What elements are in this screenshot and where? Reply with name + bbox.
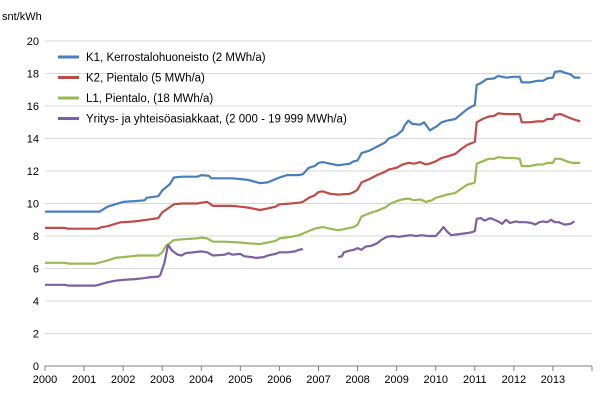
x-tick-labels: 2000 2001 2002 2003 2004 2005 2006 2007 2008 2009… [33, 374, 565, 386]
y-tick-label: 18 [27, 69, 39, 81]
x-tick-label: 2005 [228, 374, 252, 386]
x-tick-label: 2006 [267, 374, 291, 386]
x-tick-label: 2011 [463, 374, 487, 386]
y-tick-label: 12 [27, 166, 39, 178]
y-tick-label: 4 [33, 296, 39, 308]
x-tick-label: 2001 [72, 374, 96, 386]
series-line-4 [45, 243, 304, 287]
y-axis-label: snt/kWh [2, 11, 42, 23]
y-tick-label: 8 [33, 231, 39, 243]
x-tick-label: 2009 [384, 374, 408, 386]
x-tick-label: 2002 [111, 374, 135, 386]
legend-entry: K2, Pientalo (5 MWh/a) [86, 73, 205, 85]
y-tick-label: 6 [33, 264, 39, 276]
x-tick-label: 2004 [189, 374, 213, 386]
legend-entry: L1, Pientalo, (18 MWh/a) [86, 93, 213, 105]
x-tick-label: 2007 [306, 374, 330, 386]
y-tick-label: 14 [27, 134, 39, 146]
x-axis [44, 365, 593, 371]
x-tick-label: 2008 [345, 374, 369, 386]
series-line-2 [45, 112, 581, 230]
y-tick-label: 10 [27, 199, 39, 211]
series-line-4 [337, 217, 575, 259]
y-tick-label: 16 [27, 101, 39, 113]
y-tick-label: 0 [33, 361, 39, 373]
y-tick-labels: 0 2 4 6 8 10 12 14 16 18 20 [27, 36, 39, 373]
series-lines [45, 70, 581, 287]
x-tick-label: 2003 [150, 374, 174, 386]
series-line-1 [45, 70, 581, 213]
series-line-3 [45, 156, 581, 265]
y-tick-label: 2 [33, 329, 39, 341]
x-tick-label: 2013 [541, 374, 565, 386]
gridlines [45, 40, 592, 334]
legend-entry: Yritys- ja yhteisöasiakkaat, (2 000 - 19… [86, 114, 347, 126]
x-tick-label: 2012 [502, 374, 526, 386]
legend: K1, Kerrostalohuoneisto (2 MWh/a) K2, Pie… [58, 52, 347, 126]
x-tick-label: 2000 [33, 374, 57, 386]
x-tick-label: 2010 [423, 374, 447, 386]
legend-entry: K1, Kerrostalohuoneisto (2 MWh/a) [86, 52, 266, 64]
y-tick-label: 20 [27, 36, 39, 48]
